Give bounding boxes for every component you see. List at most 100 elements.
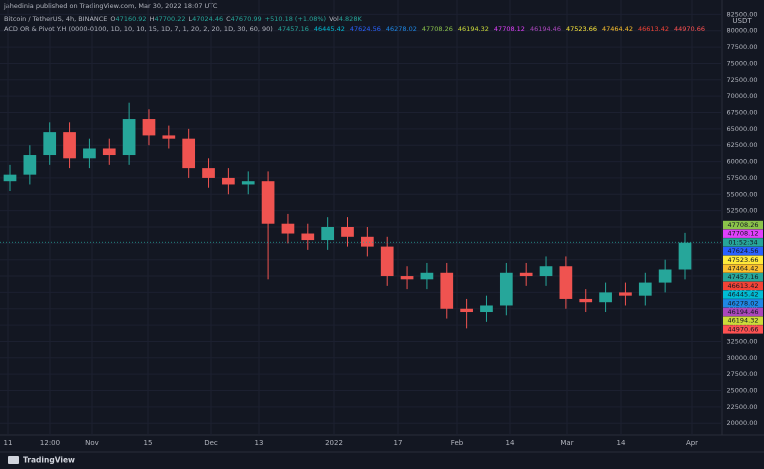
candle	[499, 262, 513, 316]
price-badge: 46194.46	[723, 307, 763, 317]
candle	[619, 282, 632, 306]
ohlc-key: L	[188, 15, 192, 23]
candle-body	[43, 132, 57, 156]
candle-body	[559, 266, 573, 299]
candle-body	[23, 155, 37, 175]
candle-body	[142, 119, 156, 136]
candle-body	[361, 236, 374, 247]
candle	[420, 262, 434, 290]
candle	[599, 282, 612, 313]
badge-text: 46278.02	[727, 299, 758, 307]
symbol: Bitcoin / TetherUS, 4h, BINANCE	[4, 15, 107, 23]
y-tick-label: 55000.00	[726, 190, 757, 198]
indicator-value: 46194.46	[530, 25, 561, 33]
ohlc-key: C	[226, 15, 231, 23]
price-badge: 47457.16	[723, 273, 763, 282]
candle	[261, 171, 275, 280]
grid	[0, 0, 722, 435]
candle	[480, 295, 493, 322]
candle	[83, 138, 96, 169]
candle	[579, 289, 593, 313]
x-tick-label: 12:00	[40, 439, 60, 447]
candle-body	[420, 272, 434, 280]
price-badge: 47708.12	[723, 229, 763, 238]
candle	[519, 262, 533, 286]
candle	[638, 272, 652, 306]
candle	[241, 171, 255, 195]
badge-box	[723, 325, 763, 334]
candle-body	[261, 181, 275, 224]
y-tick-label: 32500.00	[726, 337, 757, 345]
price-badge: 47624.56	[723, 246, 763, 256]
badge-box	[723, 264, 763, 273]
indicator-value: 47624.56	[350, 25, 381, 33]
candle	[202, 158, 215, 188]
candle-body	[480, 305, 493, 313]
badge-text: 47624.56	[727, 247, 758, 255]
candle	[400, 266, 414, 290]
x-tick-label: 17	[394, 439, 403, 447]
badge-box	[723, 238, 763, 247]
y-tick-label: 30000.00	[726, 354, 757, 362]
candle	[162, 125, 176, 149]
indicator-name: ACD OR & Pivot Y.H (0000-0100, 1D, 10, 1…	[4, 25, 273, 33]
candle-body	[380, 246, 394, 277]
indicator-value: 47464.42	[602, 25, 633, 33]
price-badge: 46613.42	[723, 281, 763, 291]
candle-body	[182, 138, 196, 169]
candle	[63, 122, 76, 169]
x-tick-label: 2022	[325, 439, 343, 447]
footer-logo: TradingView	[8, 456, 75, 465]
candle	[122, 102, 136, 165]
y-tick-label: 27500.00	[726, 370, 757, 378]
indicator-value: 46278.02	[386, 25, 417, 33]
candle-body	[102, 148, 116, 156]
badge-box	[723, 307, 763, 317]
volume: 4.828K	[339, 15, 363, 23]
candle	[281, 213, 295, 244]
currency: USDT	[732, 17, 752, 25]
candle-body	[460, 308, 473, 313]
indicator-value: 47708.26	[422, 25, 453, 33]
y-tick-label: 57500.00	[726, 174, 757, 182]
badge-box	[723, 290, 763, 299]
candle	[43, 122, 57, 165]
y-tick-label: 52500.00	[726, 207, 757, 215]
y-tick-label: 70000.00	[726, 92, 757, 100]
x-tick-label: 13	[255, 439, 264, 447]
badge-text: 47708.12	[727, 230, 758, 238]
indicator-value: 46445.42	[314, 25, 345, 33]
candle-body	[301, 233, 315, 241]
x-tick-label: 14	[617, 439, 626, 447]
y-tick-label: 67500.00	[726, 109, 757, 117]
candle-body	[599, 292, 612, 303]
y-tick-label: 60000.00	[726, 158, 757, 166]
price-badge: 01:52:34	[723, 238, 763, 247]
candle-body	[83, 148, 96, 159]
symbol-header: Bitcoin / TetherUS, 4h, BINANCE O47160.92…	[4, 15, 362, 23]
price-badge: 47464.42	[723, 264, 763, 273]
x-tick-label: 14	[506, 439, 515, 447]
y-tick-label: 77500.00	[726, 43, 757, 51]
ohlc-value: 47024.46	[192, 15, 223, 23]
candle-body	[281, 223, 295, 234]
price-badge: 47708.26	[723, 220, 763, 230]
y-tick-label: 35000.00	[726, 321, 757, 329]
candle	[301, 223, 315, 250]
y-tick-label: 80000.00	[726, 27, 757, 35]
y-tick-label: 65000.00	[726, 125, 757, 133]
x-tick-label: Apr	[686, 439, 698, 447]
y-tick-label: 75000.00	[726, 59, 757, 67]
candle	[539, 256, 553, 286]
badge-text: 01:52:34	[728, 238, 757, 246]
candle-body	[341, 226, 354, 237]
badge-box	[723, 246, 763, 256]
indicator-value: 47457.16	[278, 25, 309, 33]
badge-box	[723, 281, 763, 291]
volume-key: Vol	[329, 15, 339, 23]
candle-body	[162, 135, 176, 139]
branding: TradingView	[23, 456, 75, 465]
candle	[23, 145, 37, 185]
badge-text: 47464.42	[727, 265, 758, 273]
